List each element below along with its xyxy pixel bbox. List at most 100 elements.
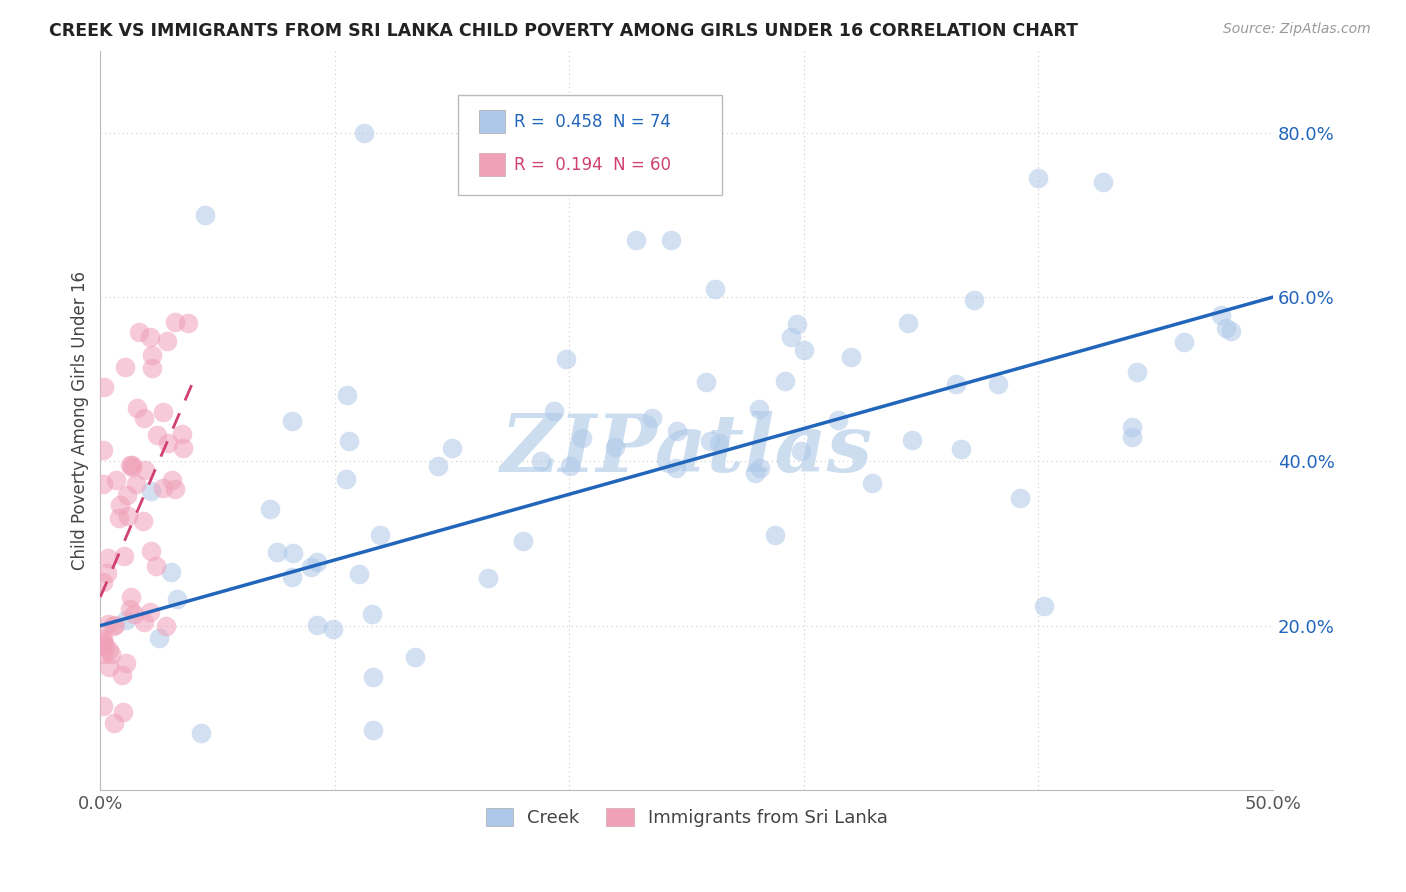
Point xyxy=(361,723,384,738)
Point xyxy=(665,461,688,475)
Point xyxy=(707,436,730,450)
Point xyxy=(177,316,200,330)
Point xyxy=(1121,429,1143,443)
Point xyxy=(361,670,384,684)
Point xyxy=(827,413,849,427)
Point xyxy=(1215,321,1237,335)
Text: R =  0.458  N = 74: R = 0.458 N = 74 xyxy=(515,112,671,130)
Point xyxy=(305,618,328,632)
Point xyxy=(558,459,581,474)
Point xyxy=(155,619,177,633)
Point xyxy=(945,376,967,391)
Point xyxy=(141,484,163,499)
Point xyxy=(1008,491,1031,505)
Point xyxy=(299,560,322,574)
Point xyxy=(111,668,134,682)
Point xyxy=(104,473,127,487)
Point xyxy=(96,566,118,580)
Point xyxy=(141,544,163,558)
Point xyxy=(360,607,382,622)
Point xyxy=(763,527,786,541)
Point xyxy=(793,343,815,357)
Point xyxy=(368,528,391,542)
Point xyxy=(744,466,766,480)
Point xyxy=(156,436,179,450)
Point xyxy=(155,334,177,348)
Legend: Creek, Immigrants from Sri Lanka: Creek, Immigrants from Sri Lanka xyxy=(477,799,897,837)
Point xyxy=(281,546,304,560)
Point xyxy=(987,377,1010,392)
Point xyxy=(91,442,114,457)
Point xyxy=(554,351,576,366)
Point xyxy=(146,428,169,442)
Point xyxy=(1173,334,1195,349)
Point xyxy=(666,424,689,438)
Point xyxy=(897,316,920,330)
Point xyxy=(120,602,142,616)
Point xyxy=(404,649,426,664)
Point xyxy=(110,498,132,512)
Point xyxy=(91,632,114,646)
Point xyxy=(103,715,125,730)
Point xyxy=(950,442,973,457)
Point xyxy=(477,571,499,585)
FancyBboxPatch shape xyxy=(458,95,721,194)
Point xyxy=(134,411,156,425)
Point xyxy=(101,619,124,633)
Point xyxy=(441,441,464,455)
Point xyxy=(305,555,328,569)
Point xyxy=(749,461,772,475)
Text: R =  0.194  N = 60: R = 0.194 N = 60 xyxy=(515,155,671,174)
Text: ZIPatlas: ZIPatlas xyxy=(501,411,873,489)
Point xyxy=(163,483,186,497)
Point xyxy=(93,477,115,491)
Point xyxy=(100,647,122,661)
Point xyxy=(281,570,304,584)
Point xyxy=(336,388,359,402)
Point xyxy=(115,656,138,670)
Point xyxy=(194,208,217,222)
Point xyxy=(124,477,146,491)
Point xyxy=(103,618,125,632)
Point xyxy=(111,705,134,719)
Point xyxy=(134,615,156,629)
Point xyxy=(571,431,593,445)
Point xyxy=(148,631,170,645)
Point xyxy=(426,458,449,473)
Point xyxy=(141,361,163,376)
Point xyxy=(1219,324,1241,338)
Point xyxy=(91,634,114,648)
Point xyxy=(1028,170,1050,185)
Point xyxy=(860,476,883,491)
Point xyxy=(603,440,626,454)
Point xyxy=(699,434,721,449)
Point xyxy=(115,614,138,628)
Point xyxy=(128,326,150,340)
Point xyxy=(1121,420,1143,434)
Point xyxy=(160,565,183,579)
Point xyxy=(266,545,288,559)
Point xyxy=(703,282,725,296)
Point xyxy=(139,330,162,344)
Point xyxy=(172,426,194,441)
Point xyxy=(131,515,153,529)
Point xyxy=(335,472,357,486)
Point xyxy=(91,647,114,661)
Point xyxy=(1091,175,1114,189)
Point xyxy=(322,623,344,637)
Point xyxy=(152,404,174,418)
Point xyxy=(120,590,142,604)
Point xyxy=(259,502,281,516)
Point xyxy=(125,401,148,416)
Point xyxy=(115,488,138,502)
Point xyxy=(97,551,120,566)
Point xyxy=(1209,308,1232,322)
Point xyxy=(512,533,534,548)
Point xyxy=(839,351,862,365)
Point xyxy=(190,726,212,740)
Point xyxy=(141,347,163,361)
Point xyxy=(98,643,121,657)
Point xyxy=(900,433,922,447)
Point xyxy=(773,374,796,388)
Bar xyxy=(479,110,505,134)
